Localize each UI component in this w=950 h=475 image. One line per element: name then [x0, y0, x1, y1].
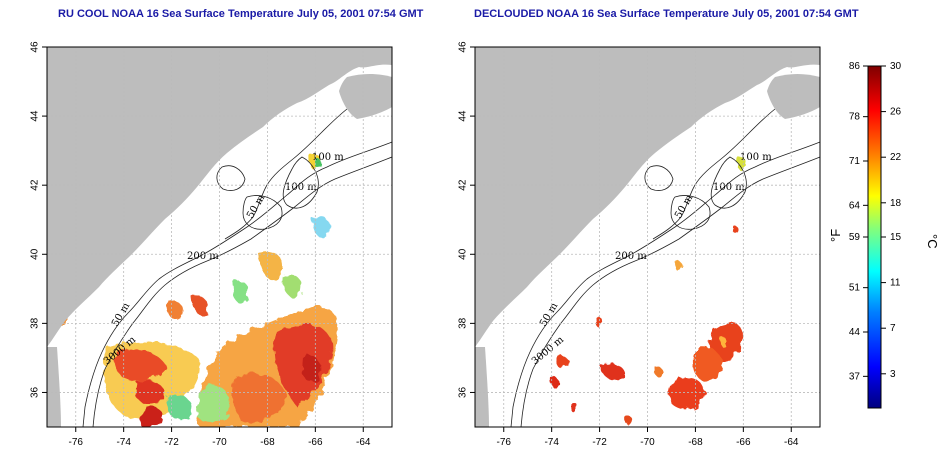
- depth-label: 100 m: [285, 182, 317, 193]
- x-tick-label: -72: [592, 437, 607, 448]
- y-tick-label: 36: [458, 386, 469, 398]
- x-tick-label: -70: [640, 437, 655, 448]
- celsius-tick-label: 11: [890, 278, 901, 289]
- celsius-tick-label: 30: [890, 61, 902, 72]
- y-tick-label: 44: [458, 110, 469, 122]
- fahrenheit-tick-label: 59: [849, 232, 861, 243]
- depth-label: 200 m: [187, 251, 219, 262]
- right-x-axis: -76 -74 -72 -70 -68 -66 -64: [497, 427, 799, 448]
- depth-label: 100 m: [740, 152, 772, 163]
- x-tick-label: -64: [356, 437, 371, 448]
- left-x-axis: -76 -74 -72 -70 -68 -66 -64: [69, 427, 371, 448]
- x-tick-label: -70: [212, 437, 227, 448]
- x-tick-label: -74: [544, 437, 559, 448]
- fahrenheit-scale: 86 78 71 64 59 51 44 37: [849, 61, 868, 382]
- fahrenheit-tick-label: 37: [849, 371, 861, 382]
- right-map-panel: 100 m 100 m 50 m 200 m 50 m 3000 m -76 -7…: [458, 41, 821, 448]
- celsius-tick-label: 7: [890, 323, 896, 334]
- fahrenheit-tick-label: 86: [849, 61, 861, 72]
- left-y-axis: 36 38 40 42 44 46: [30, 41, 47, 398]
- y-tick-label: 40: [458, 248, 469, 260]
- depth-label: 100 m: [713, 182, 745, 193]
- celsius-tick-label: 26: [890, 107, 902, 118]
- x-tick-label: -76: [497, 437, 512, 448]
- depth-label: 200 m: [615, 251, 647, 262]
- left-bathymetry-contours: [82, 108, 393, 428]
- celsius-scale: 30 26 22 18 15 11 7 3: [881, 61, 902, 380]
- y-tick-label: 46: [458, 41, 469, 53]
- x-tick-label: -66: [736, 437, 751, 448]
- right-land-mass: [475, 47, 820, 427]
- x-tick-label: -72: [164, 437, 179, 448]
- x-tick-label: -68: [688, 437, 703, 448]
- x-tick-label: -64: [784, 437, 799, 448]
- left-panel-title: RU COOL NOAA 16 Sea Surface Temperature …: [58, 8, 424, 20]
- left-map-panel: 100 m 100 m 50 m 200 m 50 m 3000 m -76 -7…: [30, 41, 393, 448]
- fahrenheit-tick-label: 51: [849, 283, 861, 294]
- right-grid: [475, 46, 820, 427]
- celsius-tick-label: 22: [890, 152, 902, 163]
- y-tick-label: 38: [458, 317, 469, 329]
- y-tick-label: 38: [30, 317, 41, 329]
- celsius-tick-label: 3: [890, 369, 896, 380]
- x-tick-label: -74: [116, 437, 131, 448]
- y-tick-label: 42: [458, 179, 469, 191]
- y-tick-label: 46: [30, 41, 41, 53]
- right-y-axis: 36 38 40 42 44 46: [458, 41, 475, 398]
- temperature-colorbar: 86 78 71 64 59 51 44 37 30 26 22 18 15 11 7 3 °F °C: [828, 61, 940, 409]
- fahrenheit-tick-label: 64: [849, 200, 861, 211]
- celsius-tick-label: 18: [890, 198, 902, 209]
- x-tick-label: -76: [69, 437, 84, 448]
- celsius-unit-label: °C: [925, 234, 940, 249]
- left-land-mass: [47, 47, 392, 427]
- right-panel-title: DECLOUDED NOAA 16 Sea Surface Temperatur…: [474, 8, 859, 20]
- x-tick-label: -68: [260, 437, 275, 448]
- fahrenheit-tick-label: 71: [849, 156, 861, 167]
- right-bathymetry-contours: [510, 108, 821, 428]
- y-tick-label: 40: [30, 248, 41, 260]
- depth-label: 100 m: [312, 152, 344, 163]
- y-tick-label: 42: [30, 179, 41, 191]
- fahrenheit-tick-label: 78: [849, 112, 861, 123]
- colorbar-gradient: [867, 65, 882, 409]
- y-tick-label: 44: [30, 110, 41, 122]
- x-tick-label: -66: [308, 437, 323, 448]
- celsius-tick-label: 15: [890, 232, 902, 243]
- fahrenheit-unit-label: °F: [828, 229, 843, 242]
- y-tick-label: 36: [30, 386, 41, 398]
- fahrenheit-tick-label: 44: [849, 327, 861, 338]
- left-sst-field: [50, 60, 338, 427]
